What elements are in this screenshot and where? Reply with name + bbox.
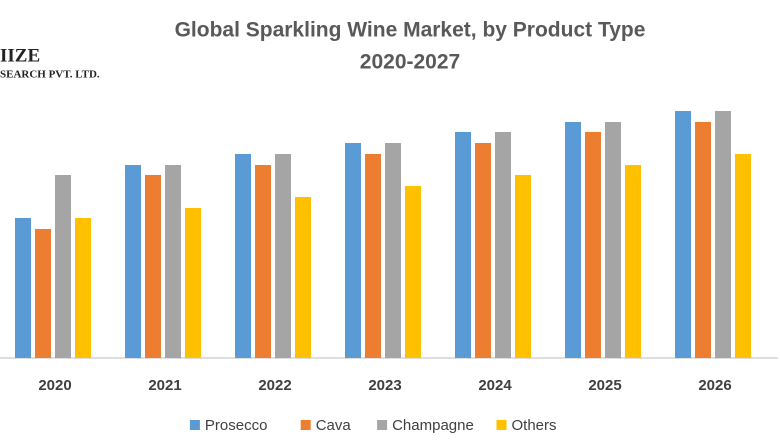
legend-label: Champagne xyxy=(392,417,474,434)
x-tick-label: 2021 xyxy=(148,377,181,394)
watermark: SEARCH PVT. LTD. xyxy=(0,69,100,81)
chart-title: Global Sparkling Wine Market, by Product… xyxy=(175,19,646,42)
x-tick-label: 2020 xyxy=(38,377,71,394)
x-tick-label: 2025 xyxy=(588,377,621,394)
bar xyxy=(715,111,731,358)
legend-swatch xyxy=(300,420,311,430)
bar xyxy=(405,186,421,358)
bar xyxy=(185,208,201,358)
bar xyxy=(35,229,51,358)
bar xyxy=(495,132,511,358)
watermark: IIZE xyxy=(0,45,40,66)
bar xyxy=(125,165,141,358)
legend-label: Others xyxy=(512,417,557,434)
bar xyxy=(165,165,181,358)
bar xyxy=(385,143,401,358)
bar xyxy=(735,154,751,358)
legend-swatch xyxy=(496,420,507,430)
bar xyxy=(255,165,271,358)
bar xyxy=(605,122,621,358)
bar xyxy=(675,111,691,358)
bar xyxy=(515,175,531,358)
legend-label: Cava xyxy=(316,417,352,434)
legend-swatch xyxy=(377,420,388,430)
bar xyxy=(75,218,91,358)
bar xyxy=(275,154,291,358)
bar xyxy=(565,122,581,358)
x-tick-label: 2023 xyxy=(368,377,401,394)
bar xyxy=(55,175,71,358)
x-tick-label: 2024 xyxy=(478,377,512,394)
bar xyxy=(625,165,641,358)
legend-label: Prosecco xyxy=(205,417,268,434)
bar xyxy=(455,132,471,358)
bar xyxy=(585,132,601,358)
x-tick-label: 2022 xyxy=(258,377,291,394)
bar xyxy=(695,122,711,358)
chart-subtitle: 2020-2027 xyxy=(360,51,460,74)
bar xyxy=(365,154,381,358)
legend-swatch xyxy=(189,420,200,430)
bar xyxy=(15,218,31,358)
x-tick-label: 2026 xyxy=(698,377,731,394)
bar xyxy=(235,154,251,358)
bar xyxy=(295,197,311,358)
bar xyxy=(475,143,491,358)
bar xyxy=(145,175,161,358)
bar xyxy=(345,143,361,358)
